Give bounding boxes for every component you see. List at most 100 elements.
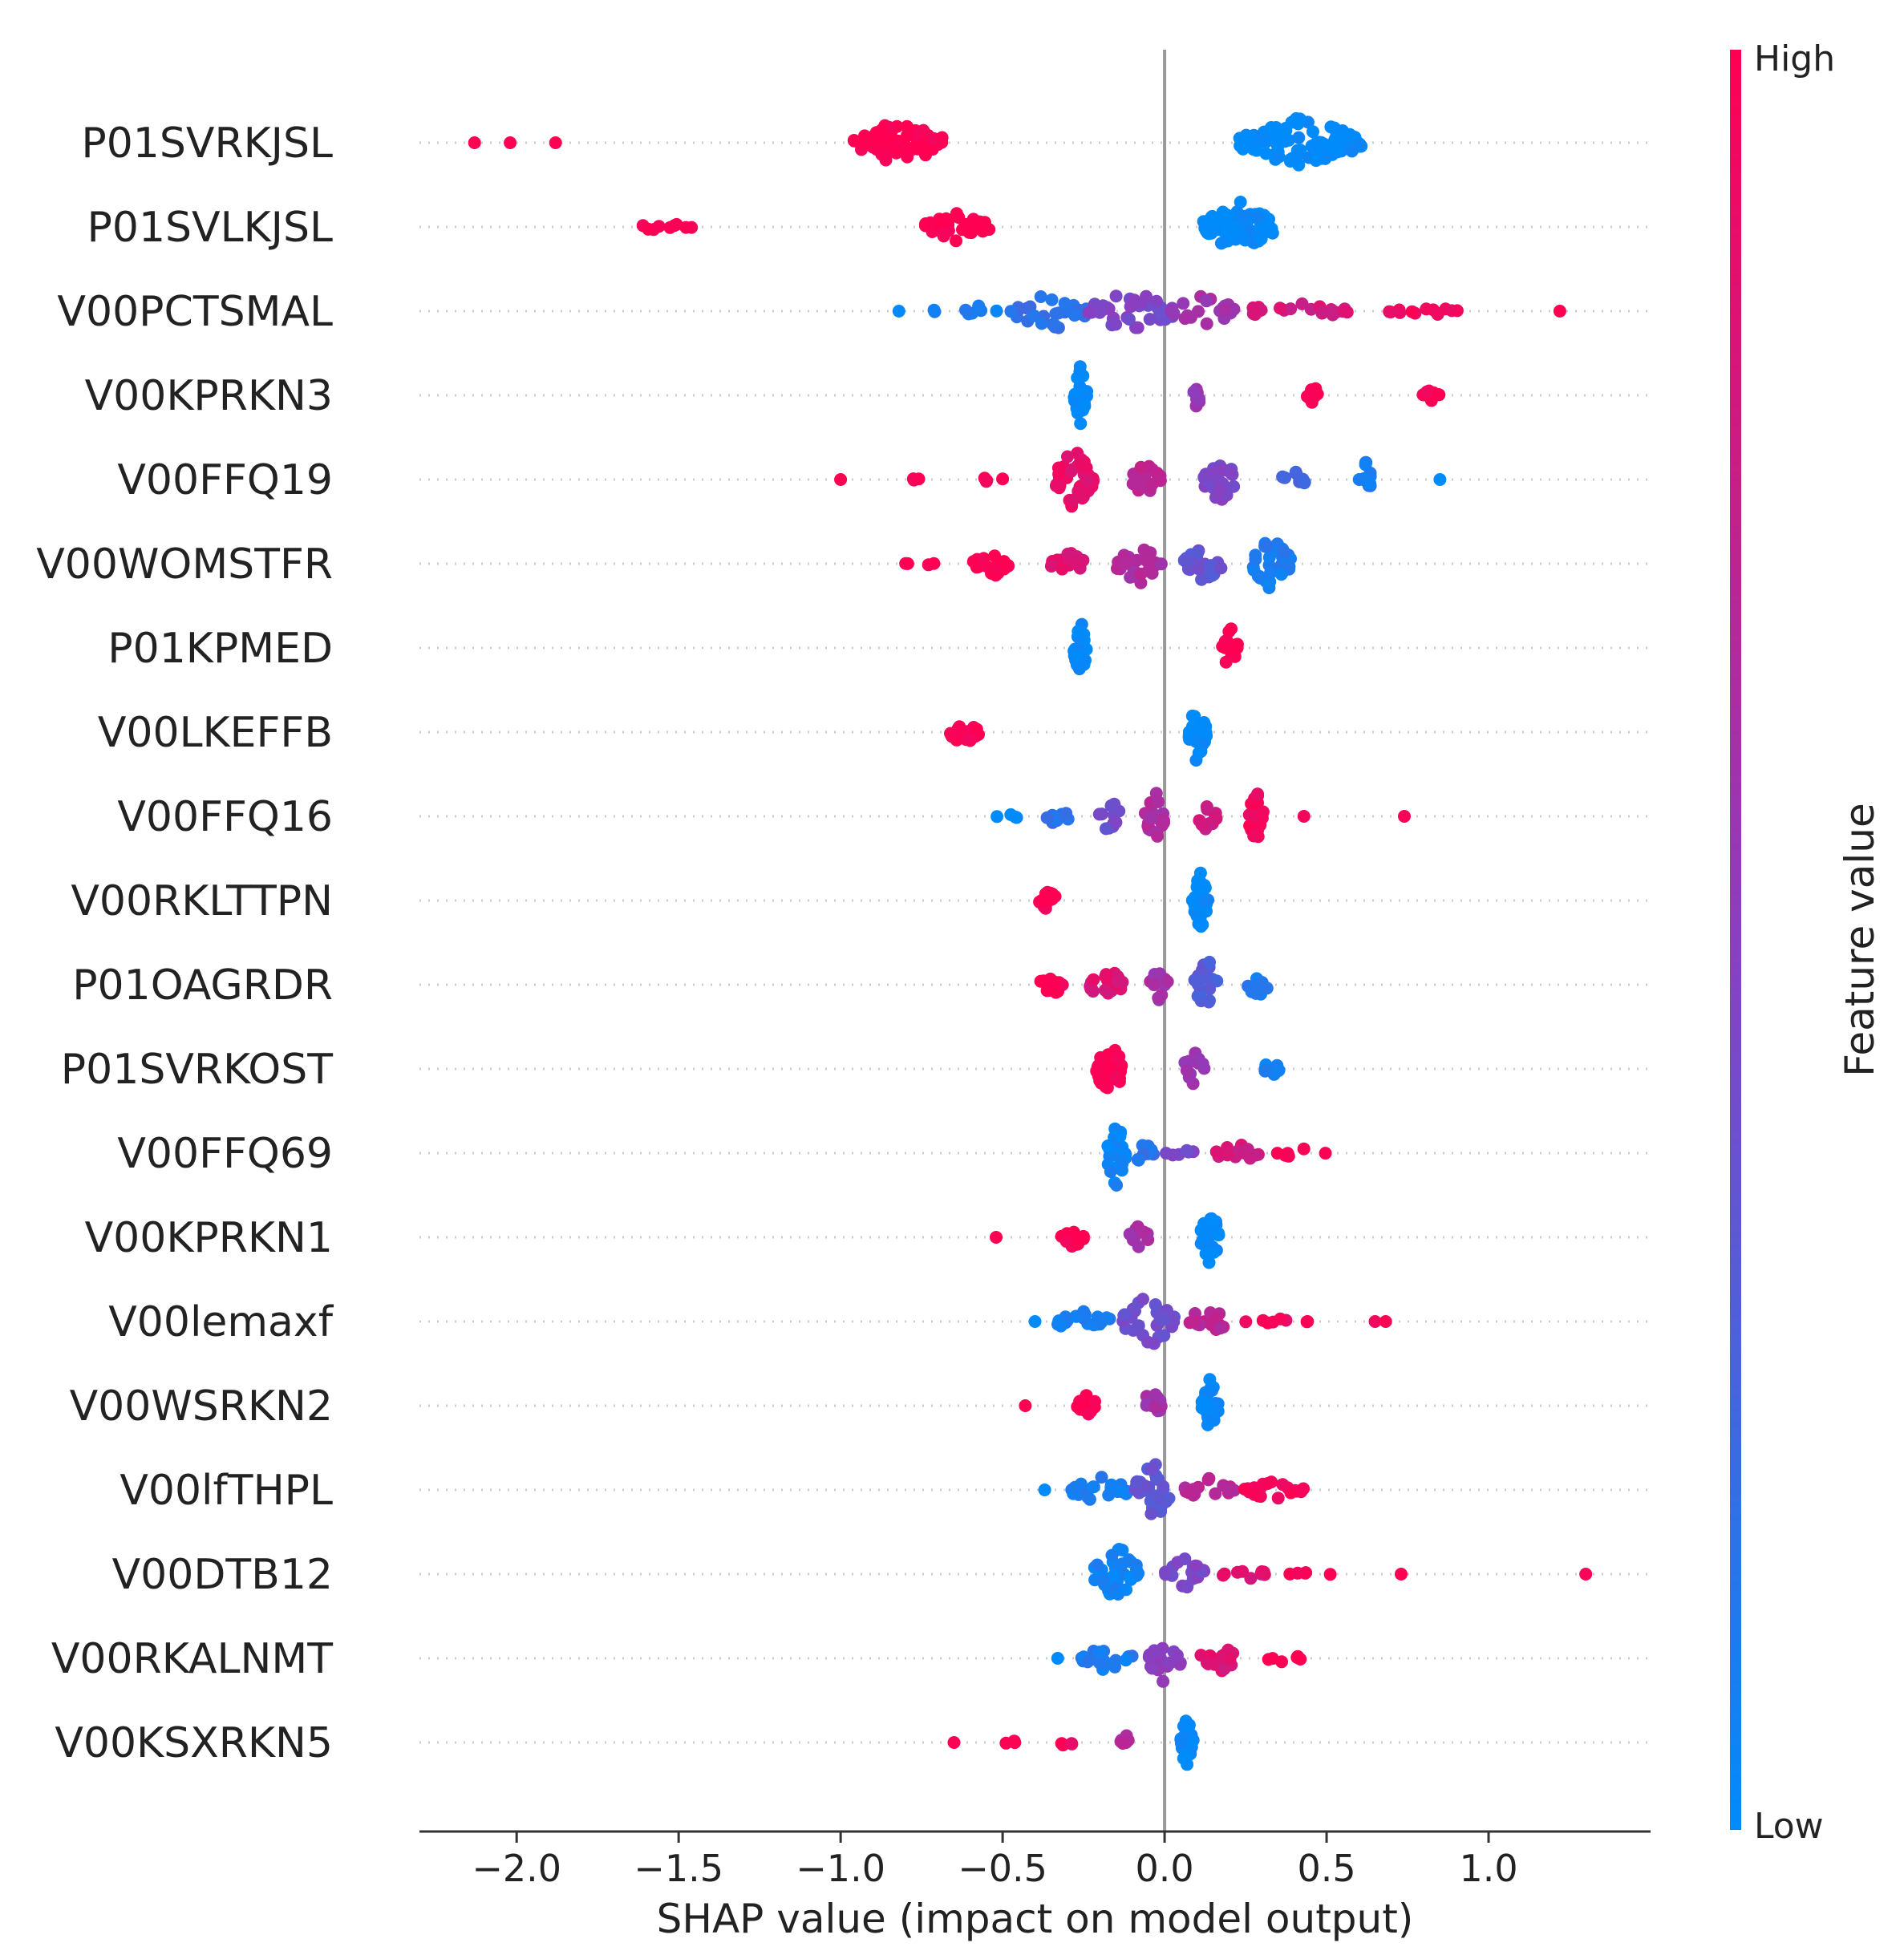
shap-dot	[1359, 458, 1372, 472]
shap-dot	[1087, 973, 1100, 986]
shap-dot	[1223, 465, 1237, 479]
feature-label: V00KPRKN1	[85, 1214, 333, 1262]
shap-dot	[1214, 561, 1228, 575]
feature-label: V00lemaxf	[108, 1298, 334, 1346]
shap-dot	[1274, 1312, 1287, 1326]
shap-dot	[870, 143, 883, 156]
shap-dot	[1398, 810, 1411, 823]
shap-dot	[1098, 983, 1112, 997]
shap-dot	[1262, 551, 1276, 565]
shap-dot	[1251, 569, 1265, 583]
shap-dot	[950, 207, 963, 221]
shap-dot	[1137, 543, 1151, 557]
shap-dot	[1276, 1478, 1290, 1492]
shap-dot	[1218, 302, 1232, 316]
shap-dot	[1055, 562, 1069, 576]
shap-dot	[1431, 308, 1444, 321]
shap-dot	[1035, 317, 1048, 330]
shap-dot	[1126, 477, 1140, 491]
shap-dot	[642, 222, 655, 236]
shap-dot	[1074, 557, 1088, 570]
shap-dot	[1193, 866, 1207, 880]
shap-dot	[1340, 306, 1354, 319]
shap-dot	[1277, 471, 1290, 484]
shap-dot	[652, 220, 666, 233]
shap-dot	[1064, 464, 1078, 478]
shap-dot	[1188, 710, 1201, 723]
shap-dot	[1297, 810, 1311, 823]
shap-dot	[1352, 137, 1366, 151]
shap-dot	[1188, 1315, 1201, 1329]
shap-dot	[1238, 209, 1251, 223]
shap-dot	[1214, 237, 1228, 250]
shap-dot	[1221, 1148, 1234, 1162]
x-tick-label: 0.0	[1136, 1847, 1194, 1890]
shap-dot	[933, 213, 946, 227]
shap-dot	[989, 562, 1003, 576]
shap-dot	[1270, 121, 1283, 134]
shap-dot	[1004, 305, 1018, 318]
shap-dot	[936, 227, 950, 241]
feature-label: V00WOMSTFR	[36, 540, 333, 589]
shap-dot	[1147, 978, 1161, 992]
shap-dot	[1082, 1407, 1096, 1421]
shap-dot	[1093, 306, 1107, 319]
shap-dot	[1283, 155, 1297, 168]
x-tick-label: 0.5	[1297, 1847, 1355, 1890]
shap-dot	[1143, 1648, 1157, 1662]
shap-dot	[1048, 318, 1062, 332]
shap-dot	[1238, 1483, 1251, 1496]
shap-dot	[1040, 811, 1054, 824]
shap-dot	[1100, 822, 1112, 836]
shap-dot	[1108, 1070, 1122, 1083]
shap-dot	[1116, 975, 1129, 989]
shap-dot	[1231, 1565, 1244, 1579]
feature-label: V00RKLTTPN	[71, 877, 333, 925]
feature-label: P01SVRKOST	[61, 1046, 333, 1094]
shap-dot	[1254, 819, 1267, 832]
shap-dot	[1282, 560, 1296, 573]
shap-dot	[1105, 1548, 1119, 1562]
shap-dot	[970, 722, 983, 736]
shap-dot	[1180, 1143, 1193, 1157]
shap-dot	[1152, 795, 1165, 808]
shap-dot	[1291, 117, 1305, 131]
shap-dot	[847, 134, 861, 147]
shap-dot	[1161, 975, 1174, 989]
shap-dot	[1144, 1507, 1158, 1520]
shap-dot	[1157, 1329, 1171, 1342]
shap-dot	[1034, 290, 1047, 303]
shap-dot	[1119, 1653, 1132, 1667]
colorbar-high-label: High	[1754, 38, 1835, 79]
shap-dot	[1104, 1165, 1117, 1178]
shap-dot	[1265, 222, 1278, 236]
shap-dot	[1058, 297, 1072, 310]
shap-dot	[1072, 625, 1085, 638]
shap-dot	[1100, 1311, 1113, 1325]
shap-dot	[1109, 318, 1123, 331]
shap-dot	[1095, 1471, 1108, 1484]
shap-dot	[685, 221, 699, 234]
shap-dot	[1284, 302, 1298, 316]
shap-dot	[1249, 986, 1262, 1000]
shap-dot	[1212, 1228, 1225, 1242]
shap-dot	[1196, 1057, 1209, 1071]
shap-dot	[1258, 133, 1271, 147]
shap-dot	[1227, 480, 1241, 493]
shap-dot	[1420, 302, 1433, 316]
shap-dot	[1034, 974, 1047, 988]
shap-dot	[1213, 484, 1227, 498]
shap-dot	[1132, 1567, 1145, 1580]
colorbar-low-label: Low	[1754, 1806, 1824, 1847]
shap-dot	[1061, 450, 1074, 463]
shap-dot	[947, 1736, 961, 1749]
shap-dot	[1325, 304, 1339, 318]
shap-dot	[1096, 1575, 1110, 1589]
shap-dot	[1148, 1400, 1162, 1414]
shap-dot	[504, 136, 517, 149]
shap-dot	[1074, 1477, 1088, 1491]
shap-dot	[1310, 136, 1323, 149]
shap-dot	[1291, 1649, 1305, 1663]
shap-dot	[834, 473, 848, 486]
shap-dot	[1405, 305, 1419, 318]
